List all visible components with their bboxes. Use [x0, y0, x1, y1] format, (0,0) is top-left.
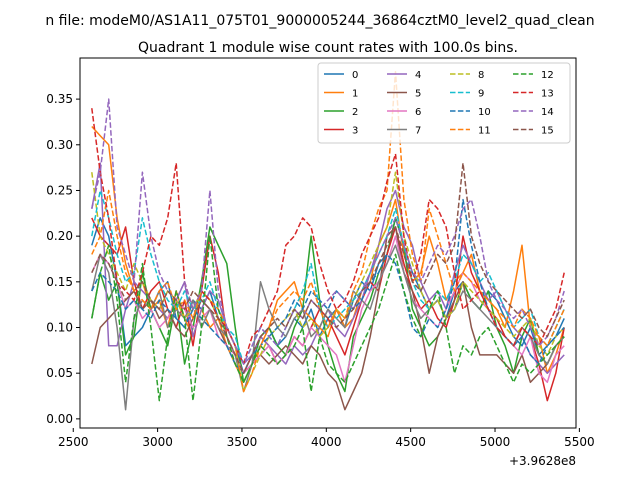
y-tick-label: 0.30: [46, 138, 73, 152]
legend-label-12: 12: [541, 70, 554, 81]
series-line-10: [91, 198, 565, 374]
legend-label-10: 10: [478, 107, 491, 118]
legend-label-11: 11: [478, 126, 491, 137]
x-tick-label: 5500: [564, 435, 595, 449]
y-tick-label: 0.25: [46, 183, 73, 197]
y-tick-label: 0.10: [46, 321, 73, 335]
series-line-13: [91, 108, 565, 365]
legend-label-6: 6: [415, 107, 421, 118]
axes-frame: [79, 57, 577, 429]
series-line-12: [91, 235, 565, 402]
legend-label-1: 1: [352, 89, 358, 100]
x-tick-label: 3000: [142, 435, 173, 449]
legend-label-15: 15: [541, 126, 554, 137]
series-line-7: [91, 244, 565, 411]
legend-label-2: 2: [352, 107, 358, 118]
x-tick-label: 5000: [480, 435, 511, 449]
series-line-8: [91, 171, 565, 393]
legend-label-8: 8: [478, 70, 484, 81]
legend-label-4: 4: [415, 70, 421, 81]
legend-label-0: 0: [352, 70, 358, 81]
legend-label-14: 14: [541, 107, 554, 118]
x-tick-label: 4000: [311, 435, 342, 449]
series-line-11: [91, 70, 565, 393]
legend-label-5: 5: [415, 89, 421, 100]
y-tick-label: 0.20: [46, 229, 73, 243]
legend-label-3: 3: [352, 126, 358, 137]
series-line-5: [91, 226, 565, 411]
y-tick-label: 0.05: [46, 366, 73, 380]
y-tick-label: 0.00: [46, 412, 73, 426]
y-tick-label: 0.15: [46, 275, 73, 289]
figure-suptitle: n file: modeM0/AS1A11_075T01_9000005244_…: [45, 13, 594, 29]
x-tick-label: 3500: [227, 435, 258, 449]
series-layer: [91, 70, 565, 411]
x-axis-offset-label: +3.9628e8: [509, 454, 576, 468]
series-line-15: [91, 162, 565, 374]
legend-label-7: 7: [415, 126, 421, 137]
x-tick-label: 4500: [395, 435, 426, 449]
legend-label-13: 13: [541, 89, 554, 100]
y-tick-label: 0.35: [46, 92, 73, 106]
series-line-9: [91, 189, 565, 365]
x-tick-label: 2500: [58, 435, 89, 449]
y-axis: 0.00 0.05 0.10 0.15 0.20 0.25 0.30 0.35: [46, 92, 80, 426]
legend-label-9: 9: [478, 89, 484, 100]
legend-box: [317, 62, 571, 144]
x-axis: 2500 3000 3500 4000 4500 5000 5500: [58, 428, 595, 449]
chart-title: Quadrant 1 module wise count rates with …: [138, 40, 518, 56]
